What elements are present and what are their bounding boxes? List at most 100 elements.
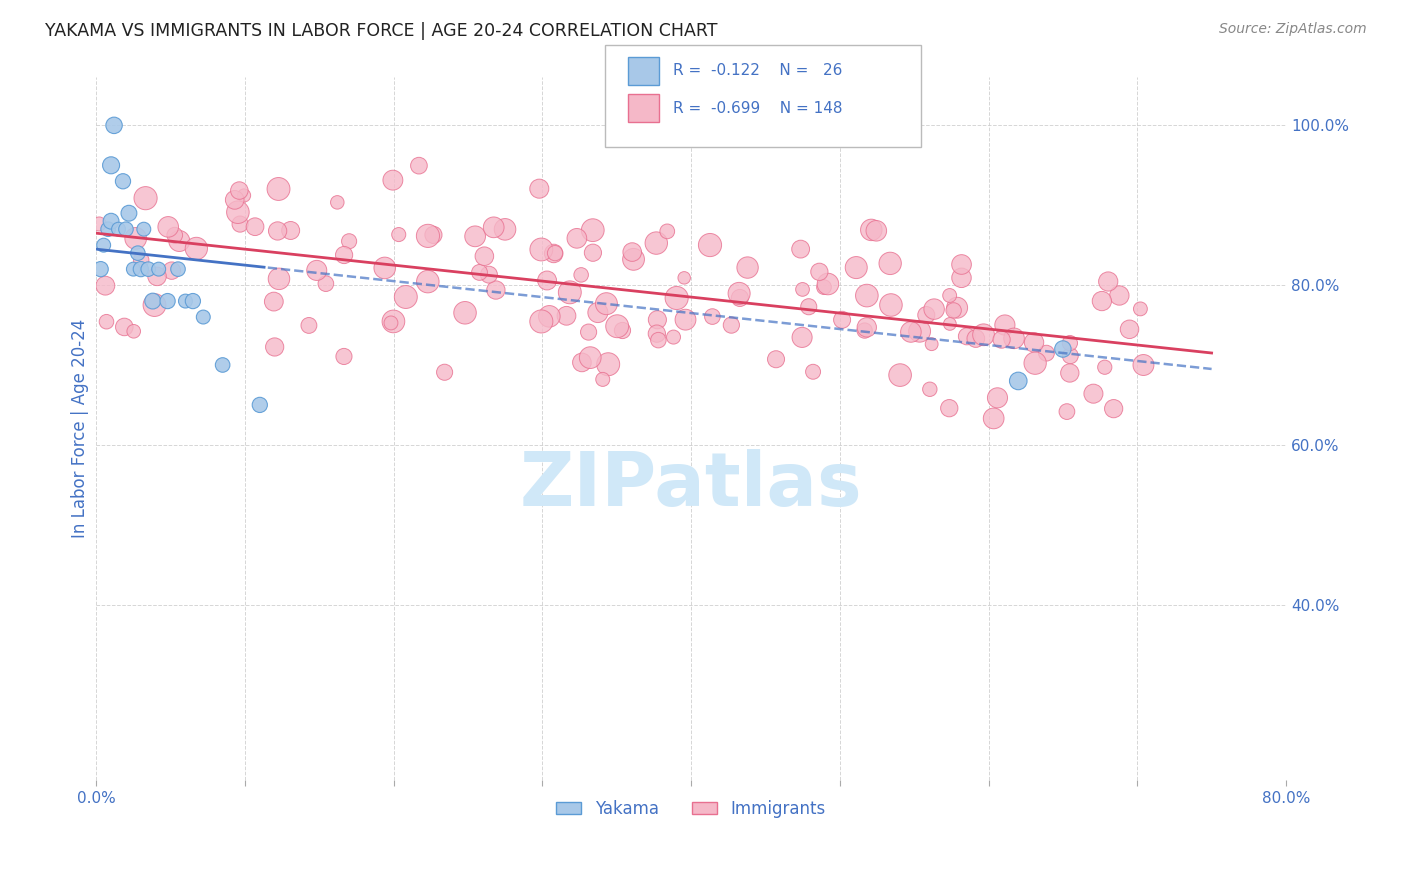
Point: [374, 260, 396, 275]
Point: [855, 320, 877, 334]
Point: [673, 270, 696, 285]
Point: [665, 291, 688, 305]
Point: [595, 296, 617, 310]
Point: [606, 319, 628, 334]
Point: [792, 282, 814, 296]
Point: [728, 291, 751, 305]
Point: [122, 324, 145, 338]
Point: [662, 330, 685, 344]
Point: [1007, 374, 1029, 388]
Point: [112, 320, 135, 334]
Point: [921, 337, 943, 351]
Point: [381, 173, 404, 187]
Point: [395, 290, 418, 304]
Point: [856, 288, 879, 302]
Point: [485, 283, 508, 297]
Point: [657, 224, 679, 238]
Point: [544, 246, 567, 260]
Point: [530, 314, 553, 328]
Point: [612, 324, 634, 338]
Point: [817, 277, 839, 291]
Point: [789, 242, 811, 256]
Point: [939, 317, 962, 331]
Point: [1083, 386, 1105, 401]
Point: [107, 222, 129, 236]
Point: [645, 236, 668, 251]
Point: [263, 340, 285, 354]
Point: [831, 313, 853, 327]
Point: [228, 184, 250, 198]
Point: [555, 309, 578, 323]
Point: [160, 263, 183, 277]
Point: [1108, 288, 1130, 302]
Point: [737, 260, 759, 275]
Point: [938, 288, 960, 302]
Point: [103, 119, 125, 133]
Point: [530, 243, 553, 257]
Point: [135, 191, 157, 205]
Point: [122, 262, 145, 277]
Point: [125, 231, 148, 245]
Point: [100, 158, 122, 172]
Point: [127, 246, 149, 260]
Point: [915, 308, 938, 322]
Point: [163, 228, 186, 243]
Point: [454, 306, 477, 320]
Point: [880, 298, 903, 312]
Point: [950, 258, 973, 272]
Point: [136, 262, 159, 277]
Point: [582, 223, 605, 237]
Point: [266, 224, 288, 238]
Point: [938, 401, 960, 416]
Point: [845, 260, 868, 275]
Point: [675, 312, 697, 326]
Point: [148, 262, 170, 277]
Point: [853, 324, 876, 338]
Point: [994, 318, 1017, 332]
Point: [1022, 335, 1045, 350]
Point: [860, 223, 883, 237]
Point: [1002, 331, 1025, 345]
Point: [621, 245, 644, 260]
Point: [1024, 356, 1046, 370]
Point: [333, 248, 356, 262]
Point: [326, 195, 349, 210]
Point: [1035, 346, 1057, 360]
Point: [1056, 404, 1078, 418]
Point: [233, 188, 256, 202]
Point: [623, 252, 645, 267]
Point: [529, 182, 551, 196]
Point: [94, 278, 117, 293]
Point: [865, 224, 887, 238]
Point: [889, 368, 911, 383]
Point: [115, 222, 138, 236]
Point: [156, 294, 179, 309]
Point: [142, 294, 165, 309]
Point: [263, 294, 285, 309]
Y-axis label: In Labor Force | Age 20-24: In Labor Force | Age 20-24: [72, 319, 89, 539]
Point: [565, 231, 588, 245]
Point: [765, 352, 787, 367]
Point: [797, 300, 820, 314]
Point: [702, 310, 724, 324]
Point: [388, 227, 411, 242]
Point: [100, 214, 122, 228]
Point: [558, 285, 581, 300]
Point: [1052, 342, 1074, 356]
Point: [965, 332, 987, 346]
Point: [482, 220, 505, 235]
Point: [582, 245, 605, 260]
Point: [337, 234, 360, 248]
Legend: Yakama, Immigrants: Yakama, Immigrants: [550, 793, 832, 825]
Point: [211, 358, 233, 372]
Point: [579, 351, 602, 365]
Point: [1091, 294, 1114, 309]
Point: [118, 206, 141, 220]
Point: [494, 222, 516, 236]
Point: [990, 333, 1012, 347]
Point: [879, 256, 901, 270]
Point: [478, 268, 501, 282]
Point: [243, 219, 266, 234]
Point: [157, 219, 180, 234]
Text: R =  -0.699    N = 148: R = -0.699 N = 148: [673, 101, 844, 116]
